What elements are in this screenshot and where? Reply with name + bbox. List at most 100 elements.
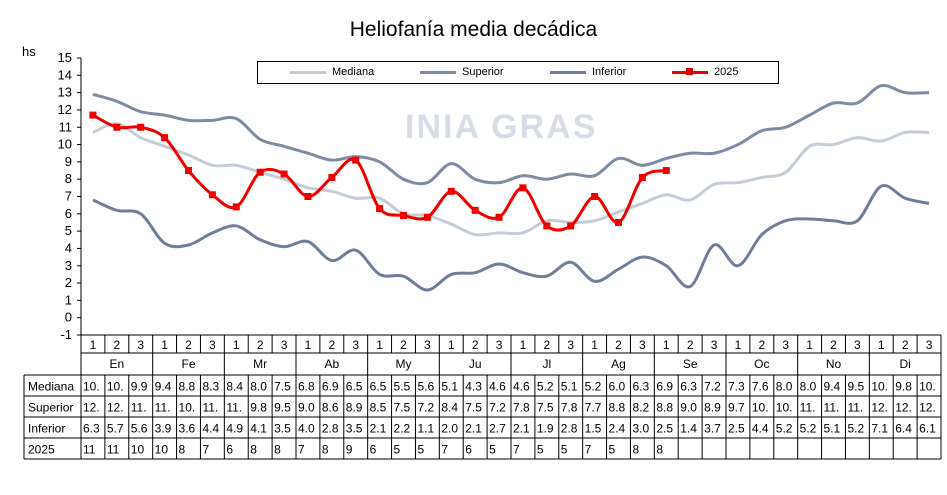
y-tick-label: 3 <box>65 258 72 273</box>
data-point <box>208 191 216 199</box>
data-point <box>615 218 622 226</box>
table-cell: 5 <box>561 443 568 457</box>
table-cell: 2.1 <box>370 422 387 436</box>
table-cell: 9 <box>346 443 353 457</box>
legend-item-2025: 2025 <box>672 66 738 78</box>
table-cell: 9.9 <box>131 380 148 394</box>
x-tick-label: 1 <box>161 338 168 352</box>
table-cell: 6.8 <box>298 380 315 394</box>
table-cell: 10 <box>155 443 169 457</box>
table-cell: 5.6 <box>417 380 434 394</box>
table-cell: 8 <box>656 443 663 457</box>
legend-swatch <box>420 70 456 74</box>
table-cell: 10. <box>871 380 888 394</box>
y-tick-label: 12 <box>58 102 72 117</box>
table-cell: 8.0 <box>250 380 267 394</box>
table-cell: 9.0 <box>298 401 315 415</box>
data-point <box>471 206 479 214</box>
table-cell: 8.0 <box>800 380 817 394</box>
month-label: Ag <box>611 357 626 371</box>
x-tick-label: 1 <box>520 338 527 352</box>
data-point <box>400 212 407 220</box>
x-tick-label: 3 <box>782 338 789 352</box>
table-cell: 4.4 <box>752 422 769 436</box>
month-label: Se <box>683 357 698 371</box>
table-cell: 11. <box>824 401 840 415</box>
table-cell: 4.6 <box>489 380 506 394</box>
table-cell: 7 <box>298 443 305 457</box>
table-cell: 11. <box>226 401 242 415</box>
data-point <box>543 222 551 230</box>
chart-title: Heliofanía media decádica <box>349 18 598 41</box>
table-cell: 6.5 <box>370 380 387 394</box>
table-cell: 10. <box>179 401 196 415</box>
table-cell: 5 <box>609 443 616 457</box>
table-cell: 12. <box>83 401 100 415</box>
x-tick-label: 2 <box>113 338 120 352</box>
x-tick-label: 3 <box>496 338 503 352</box>
table-cell: 5.7 <box>107 422 124 436</box>
legend-item-inferior: Inferior <box>550 66 626 78</box>
table-cell: 7.7 <box>585 401 602 415</box>
table-cell: 3.7 <box>704 422 721 436</box>
table-cell: 9.0 <box>680 401 697 415</box>
table-cell: 7.3 <box>728 380 745 394</box>
month-label: Jl <box>542 357 551 371</box>
data-point <box>185 167 192 175</box>
table-cell: 6.3 <box>83 422 100 436</box>
data-point <box>256 168 264 176</box>
table-cell: 10. <box>83 380 100 394</box>
table-cell: 7 <box>513 443 520 457</box>
y-axis-label: hs <box>22 44 36 59</box>
table-cell: 10 <box>131 443 145 457</box>
y-tick-label: 0 <box>65 310 72 325</box>
legend-label: Superior <box>462 66 504 78</box>
table-cell: 2.8 <box>561 422 578 436</box>
table-cell: 8 <box>250 443 257 457</box>
table-row-label: Inferior <box>28 422 65 436</box>
data-point <box>567 222 575 230</box>
table-cell: 11 <box>107 443 120 457</box>
table-cell: 11. <box>800 401 816 415</box>
x-tick-label: 2 <box>328 338 335 352</box>
y-tick-label: 2 <box>65 275 72 290</box>
table-cell: 8.8 <box>656 401 673 415</box>
table-cell: 8.6 <box>322 401 339 415</box>
table-cell: 5 <box>417 443 424 457</box>
x-tick-label: 2 <box>902 338 909 352</box>
table-cell: 8.4 <box>441 401 458 415</box>
table-cell: 9.7 <box>728 401 745 415</box>
x-tick-label: 1 <box>878 338 885 352</box>
table-cell: 11 <box>83 443 96 457</box>
y-tick-label: 7 <box>65 189 72 204</box>
table-cell: 2.0 <box>441 422 458 436</box>
legend-label: Inferior <box>592 66 627 78</box>
table-cell: 12. <box>107 401 124 415</box>
y-tick-label: 10 <box>58 137 72 152</box>
y-tick-label: 15 <box>58 50 72 65</box>
table-cell: 9.4 <box>824 380 841 394</box>
table-cell: 6.3 <box>680 380 697 394</box>
y-tick-label: 13 <box>58 85 72 100</box>
table-cell: 8.3 <box>202 380 219 394</box>
data-point <box>662 167 670 175</box>
month-label: En <box>109 357 124 371</box>
table-cell: 5.2 <box>537 380 554 394</box>
table-cell: 10. <box>752 401 769 415</box>
data-point <box>423 213 431 221</box>
data-point <box>89 111 97 119</box>
x-tick-label: 3 <box>352 338 359 352</box>
month-label: My <box>396 357 412 371</box>
x-tick-label: 1 <box>806 338 813 352</box>
month-label: Oc <box>754 357 769 371</box>
x-tick-label: 3 <box>209 338 216 352</box>
table-cell: 11. <box>131 401 147 415</box>
table-cell: 7.5 <box>465 401 482 415</box>
table-cell: 10. <box>107 380 124 394</box>
month-label: No <box>826 357 842 371</box>
table-cell: 8 <box>274 443 281 457</box>
y-tick-label: 11 <box>59 119 73 134</box>
table-cell: 2.4 <box>609 422 626 436</box>
y-tick-label: 9 <box>65 154 72 169</box>
